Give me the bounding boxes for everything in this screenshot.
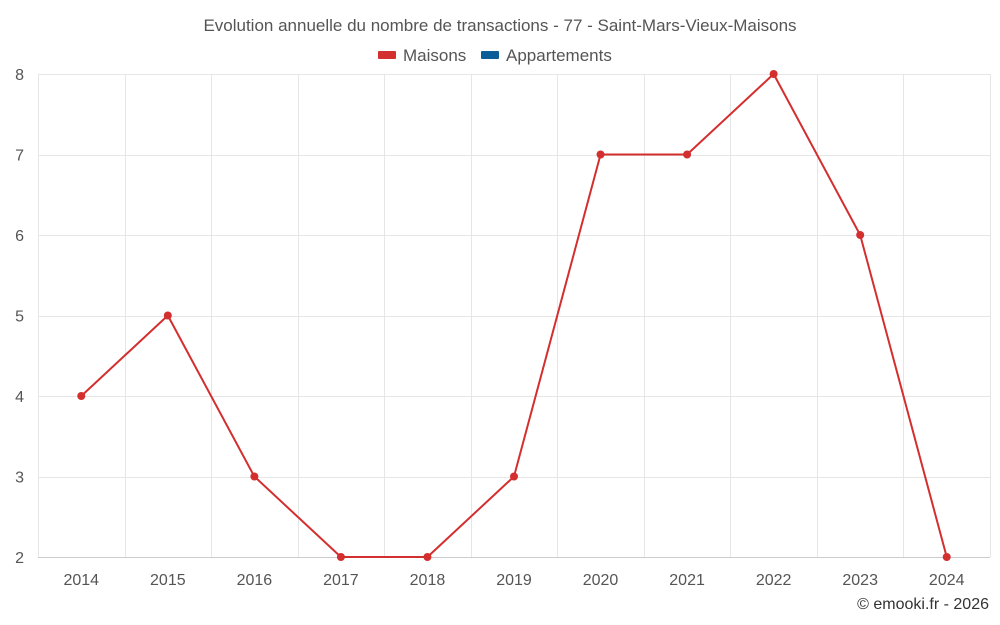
vertical-gridlines [38,74,991,557]
x-tick-label: 2021 [669,572,705,589]
x-axis-ticks: 2014 2015 2016 2017 2018 2019 2020 2021 2022 2023… [63,572,964,589]
x-tick-label: 2017 [323,572,359,589]
data-point[interactable] [683,150,692,159]
data-point[interactable] [510,472,518,481]
data-point[interactable] [77,392,86,400]
horizontal-gridlines [38,74,990,478]
y-tick-label: 3 [15,470,24,487]
data-point[interactable] [942,553,951,561]
x-tick-label: 2015 [150,572,186,589]
x-tick-label: 2022 [756,572,792,589]
legend-label-appartements[interactable]: Appartements [506,46,612,65]
data-point[interactable] [423,553,432,561]
chart-title: Evolution annuelle du nombre de transact… [203,16,796,35]
credit-text: © emooki.fr - 2026 [857,596,989,613]
x-tick-label: 2018 [410,572,446,589]
legend-swatch-maisons[interactable] [378,51,396,59]
y-tick-label: 8 [15,67,24,84]
data-point[interactable] [856,231,865,239]
data-points [77,70,951,561]
data-point[interactable] [769,70,778,78]
x-tick-label: 2024 [929,572,965,589]
y-tick-label: 5 [15,309,24,326]
x-tick-label: 2016 [237,572,273,589]
x-tick-label: 2014 [63,572,99,589]
y-axis-ticks: 2 3 4 5 6 7 8 [15,67,24,567]
legend-label-maisons[interactable]: Maisons [403,46,466,65]
x-tick-label: 2019 [496,572,532,589]
y-tick-label: 2 [15,550,24,567]
y-tick-label: 4 [15,389,24,406]
legend: Maisons Appartements [378,46,612,65]
data-point[interactable] [336,553,345,561]
data-point[interactable] [163,311,172,320]
data-point[interactable] [250,472,259,481]
y-tick-label: 7 [15,148,24,165]
legend-swatch-appartements[interactable] [481,51,499,59]
x-tick-label: 2020 [583,572,619,589]
data-point[interactable] [596,150,605,159]
x-tick-label: 2023 [842,572,878,589]
y-tick-label: 6 [15,228,24,245]
